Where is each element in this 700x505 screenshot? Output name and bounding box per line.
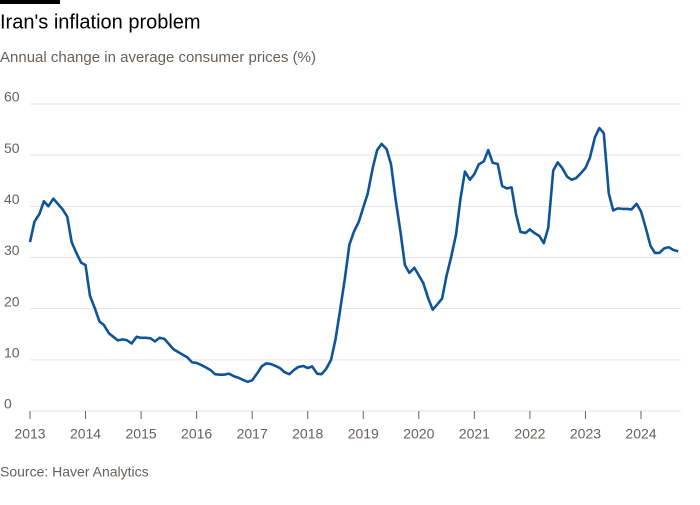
- x-tick-label: 2024: [625, 426, 656, 442]
- brand-bar: [0, 0, 60, 4]
- x-tick-label: 2015: [126, 426, 157, 442]
- x-tick-label: 2020: [403, 426, 434, 442]
- source: Source: Haver Analytics: [0, 464, 149, 480]
- y-tick-label: 30: [4, 242, 20, 258]
- y-tick-label: 10: [4, 345, 20, 361]
- y-tick-label: 50: [4, 140, 20, 156]
- x-tick-label: 2018: [292, 426, 323, 442]
- chart-title: Iran's inflation problem: [0, 11, 201, 33]
- x-tick-label: 2022: [514, 426, 545, 442]
- x-tick-label: 2014: [70, 426, 101, 442]
- x-tick-label: 2013: [14, 426, 45, 442]
- y-tick-label: 0: [4, 396, 12, 412]
- x-tick-label: 2023: [570, 426, 601, 442]
- x-tick-label: 2017: [237, 426, 268, 442]
- y-tick-label: 60: [4, 89, 20, 105]
- x-tick-label: 2019: [348, 426, 379, 442]
- y-tick-label: 20: [4, 293, 20, 309]
- data-line: [28, 126, 679, 384]
- x-tick-label: 2021: [459, 426, 490, 442]
- chart-subtitle: Annual change in average consumer prices…: [0, 49, 316, 66]
- x-tick-label: 2016: [181, 426, 212, 442]
- y-tick-label: 40: [4, 191, 20, 207]
